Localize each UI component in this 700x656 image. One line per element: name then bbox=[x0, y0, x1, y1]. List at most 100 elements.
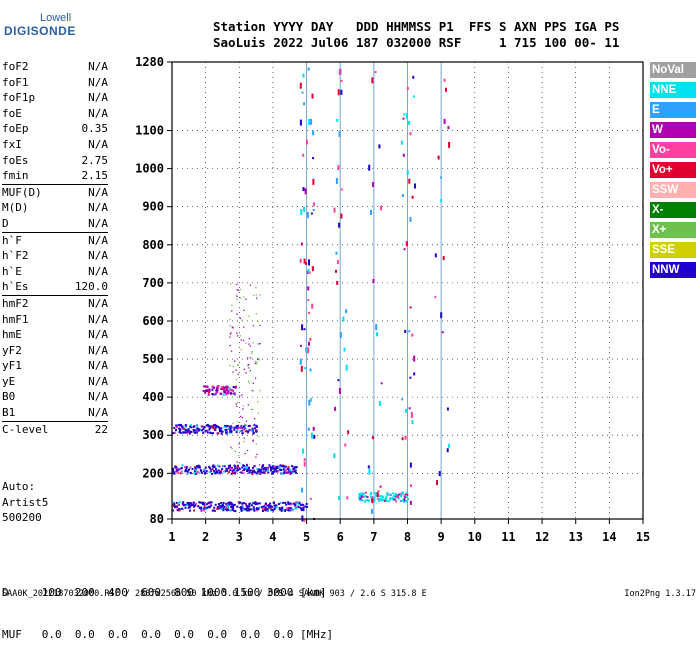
echo-point bbox=[401, 194, 404, 197]
echo-point bbox=[380, 498, 383, 501]
param-value: N/A bbox=[88, 374, 108, 388]
echo-point bbox=[255, 287, 257, 289]
echo-point bbox=[230, 502, 233, 505]
echo-point bbox=[358, 495, 361, 498]
echo-point bbox=[229, 336, 231, 338]
echo-point bbox=[178, 503, 180, 506]
echo-point bbox=[337, 89, 340, 96]
echo-point bbox=[338, 387, 341, 394]
echo-point bbox=[248, 505, 251, 508]
echo-point bbox=[291, 508, 294, 511]
legend-item-e: E bbox=[650, 102, 696, 118]
echo-point bbox=[386, 500, 389, 503]
echo-point bbox=[224, 470, 227, 473]
echo-point bbox=[409, 462, 412, 468]
echo-point bbox=[218, 426, 221, 429]
echo-point bbox=[187, 502, 190, 505]
echo-point bbox=[401, 492, 404, 495]
echo-point bbox=[174, 431, 177, 434]
echo-point bbox=[229, 392, 232, 395]
echo-point bbox=[210, 501, 213, 504]
echo-point bbox=[213, 427, 216, 430]
echo-point bbox=[255, 456, 257, 458]
echo-point bbox=[225, 393, 228, 396]
param-name: fxI bbox=[2, 137, 22, 151]
echo-point bbox=[243, 437, 245, 439]
param-name: yF1 bbox=[2, 359, 22, 373]
echo-point bbox=[192, 425, 195, 428]
echo-point bbox=[203, 385, 206, 388]
echo-point bbox=[302, 448, 304, 454]
echo-point bbox=[223, 387, 226, 390]
legend-item-nnw: NNW bbox=[650, 262, 696, 278]
param-value: N/A bbox=[88, 296, 108, 310]
echo-point bbox=[335, 178, 338, 184]
echo-point bbox=[340, 188, 343, 191]
echo-point bbox=[216, 507, 219, 510]
echo-point bbox=[189, 466, 192, 469]
echo-point bbox=[295, 505, 298, 508]
echo-point bbox=[227, 390, 230, 393]
echo-point bbox=[245, 372, 247, 374]
legend-item-voplus: Vo+ bbox=[650, 162, 696, 178]
echo-point bbox=[247, 380, 250, 382]
echo-point bbox=[403, 496, 406, 499]
echo-point bbox=[300, 503, 302, 506]
echo-point bbox=[283, 470, 286, 473]
echo-point bbox=[219, 471, 222, 474]
echo-point bbox=[198, 428, 201, 431]
echo-point bbox=[443, 78, 446, 82]
echo-point bbox=[282, 468, 285, 471]
echo-point bbox=[277, 465, 280, 468]
y-tick-label: 800 bbox=[142, 238, 164, 252]
echo-point bbox=[229, 509, 232, 512]
echo-point bbox=[178, 430, 181, 433]
echo-point bbox=[300, 509, 303, 512]
echo-point bbox=[249, 357, 252, 359]
echo-point bbox=[184, 425, 187, 428]
echo-point bbox=[310, 212, 313, 215]
echo-point bbox=[179, 501, 181, 504]
echo-point bbox=[208, 388, 211, 391]
param-name: foEs bbox=[2, 153, 29, 167]
echo-point bbox=[202, 503, 204, 506]
echo-point bbox=[220, 388, 223, 390]
echo-point bbox=[199, 469, 202, 472]
echo-point bbox=[269, 502, 272, 505]
echo-point bbox=[368, 468, 371, 475]
echo-point bbox=[195, 502, 197, 505]
echo-point bbox=[258, 464, 261, 466]
echo-point bbox=[283, 471, 286, 474]
echo-point bbox=[402, 117, 405, 120]
echo-point bbox=[243, 368, 245, 371]
echo-point bbox=[259, 470, 262, 473]
echo-point bbox=[284, 465, 287, 468]
echo-point bbox=[242, 405, 245, 407]
echo-point bbox=[221, 504, 224, 506]
y-tick-label: 900 bbox=[142, 200, 164, 214]
echo-point bbox=[370, 508, 373, 514]
echo-point bbox=[239, 426, 242, 429]
echo-point bbox=[219, 429, 222, 432]
echo-point bbox=[255, 294, 257, 296]
echo-point bbox=[267, 510, 269, 512]
echo-point bbox=[373, 500, 376, 503]
echo-point bbox=[236, 405, 238, 407]
echo-point bbox=[254, 501, 257, 504]
echo-point bbox=[217, 385, 220, 388]
echo-point bbox=[238, 502, 241, 505]
echo-point bbox=[371, 498, 374, 504]
echo-point bbox=[288, 507, 291, 509]
y-tick-label: 200 bbox=[142, 466, 164, 480]
echo-point bbox=[408, 407, 411, 410]
echo-point bbox=[361, 499, 364, 502]
echo-point bbox=[236, 298, 238, 301]
echo-point bbox=[250, 429, 253, 432]
x-tick-label: 10 bbox=[468, 530, 482, 544]
echo-point bbox=[411, 195, 414, 199]
echo-point bbox=[267, 504, 270, 507]
echo-point bbox=[203, 469, 206, 472]
echo-point bbox=[301, 324, 304, 331]
echo-point bbox=[284, 470, 287, 473]
echo-point bbox=[175, 429, 177, 432]
